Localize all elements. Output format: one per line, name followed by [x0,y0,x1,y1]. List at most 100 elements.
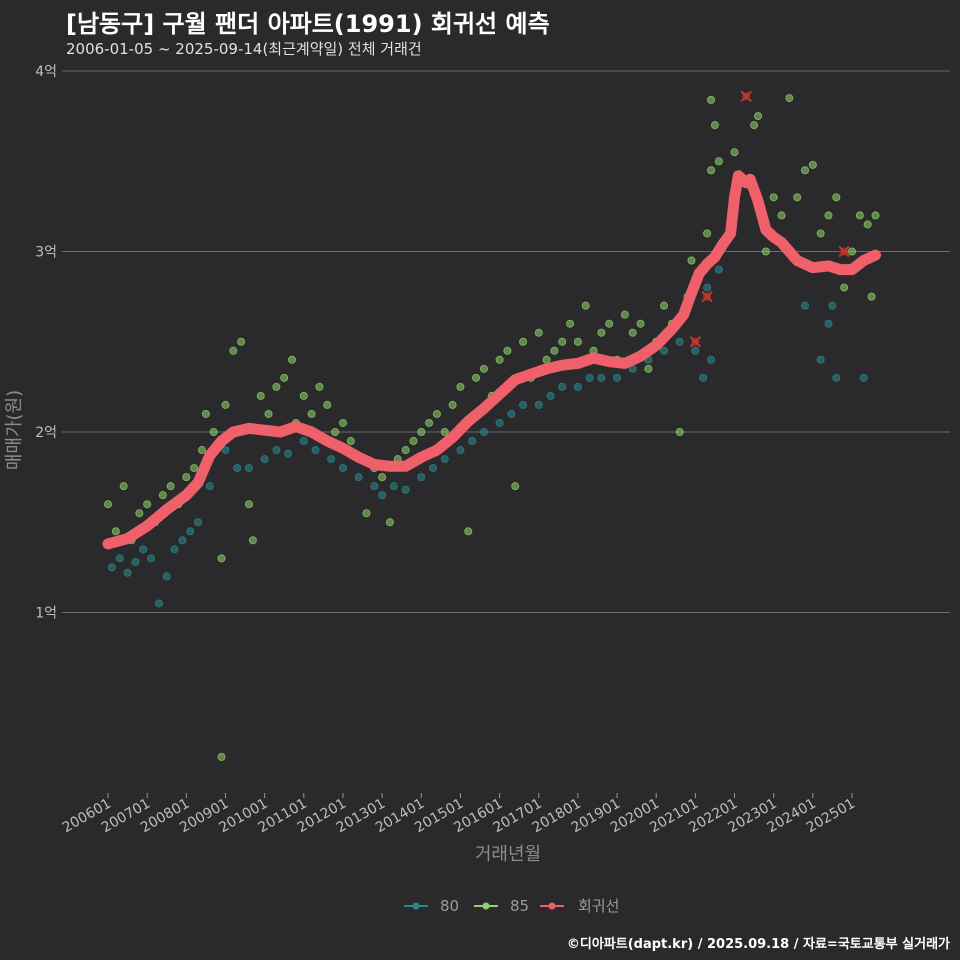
point-80 [707,355,716,364]
legend-regression-marker [548,902,556,910]
point-85 [511,482,520,491]
point-85 [675,427,684,436]
point-85 [346,437,355,446]
point-85 [323,400,332,409]
point-85 [464,527,473,536]
point-85 [307,409,316,418]
point-80 [244,464,253,473]
y-tick-label: 3억 [35,245,57,261]
point-80 [585,373,594,382]
point-85 [573,337,582,346]
point-80 [519,400,528,409]
point-85 [158,491,167,500]
point-80 [801,301,810,310]
point-85 [256,391,265,400]
point-85 [801,166,810,175]
point-80 [170,545,179,554]
point-80 [131,557,140,566]
point-85 [597,328,606,337]
point-80 [139,545,148,554]
x-axis-title: 거래년월 [475,844,541,865]
point-85 [190,464,199,473]
point-80 [597,373,606,382]
point-85 [201,409,210,418]
point-80 [495,418,504,427]
point-85 [495,355,504,364]
point-85 [636,319,645,328]
point-85 [687,256,696,265]
point-80 [440,455,449,464]
point-80 [675,337,684,346]
point-80 [221,446,230,455]
point-85 [644,364,653,373]
point-80 [429,464,438,473]
point-85 [288,355,297,364]
point-80 [660,346,669,355]
point-80 [613,373,622,382]
point-85 [209,427,218,436]
point-80 [832,373,841,382]
chart-title: [남동구] 구월 팬더 아파트(1991) 회귀선 예측 [66,10,550,38]
y-tick-label: 2억 [35,425,57,441]
point-85 [550,346,559,355]
point-80 [699,373,708,382]
y-tick-label: 4억 [35,64,57,80]
point-85 [143,500,152,509]
point-80 [272,446,281,455]
point-80 [479,427,488,436]
point-85 [816,229,825,238]
point-85 [111,527,120,536]
y-axis-title: 매매가(원) [4,390,25,470]
legend: 80 85 회귀선 [404,897,619,915]
point-85 [777,211,786,220]
point-85 [558,337,567,346]
point-85 [707,166,716,175]
point-85 [808,160,817,169]
point-80 [507,409,516,418]
point-85 [581,301,590,310]
point-85 [338,418,347,427]
highlight-cross [740,90,752,102]
point-80 [859,373,868,382]
point-80 [147,554,156,563]
highlight-cross [701,290,713,303]
point-85 [707,95,716,104]
point-80 [260,455,269,464]
point-85 [472,373,481,382]
legend-80-label: 80 [440,897,459,915]
point-85 [456,382,465,391]
point-85 [824,211,833,220]
point-80 [354,473,363,482]
chart-subtitle: 2006-01-05 ~ 2025-09-14(최근계약일) 전체 거래건 [66,40,422,58]
point-80 [417,473,426,482]
point-80 [154,599,163,608]
point-85 [272,382,281,391]
point-80 [123,568,132,577]
y-tick-label: 1억 [35,606,57,622]
point-80 [178,536,187,545]
point-85 [385,518,394,527]
point-85 [440,427,449,436]
point-85 [280,373,289,382]
point-80 [162,572,171,581]
point-80 [311,446,320,455]
highlight-cross [689,336,702,348]
regression-line [102,170,881,550]
point-85 [855,211,864,220]
point-85 [785,94,794,103]
point-85 [750,121,759,130]
point-85 [119,482,128,491]
point-85 [840,283,849,292]
point-85 [871,211,880,220]
point-80 [299,437,308,446]
point-85 [848,247,857,256]
point-80 [194,518,203,527]
point-80 [691,346,700,355]
point-85 [703,229,712,238]
point-85 [832,193,841,202]
point-80 [233,464,242,473]
point-85 [331,427,340,436]
point-85 [628,328,637,337]
point-80 [378,491,387,500]
point-80 [534,400,543,409]
